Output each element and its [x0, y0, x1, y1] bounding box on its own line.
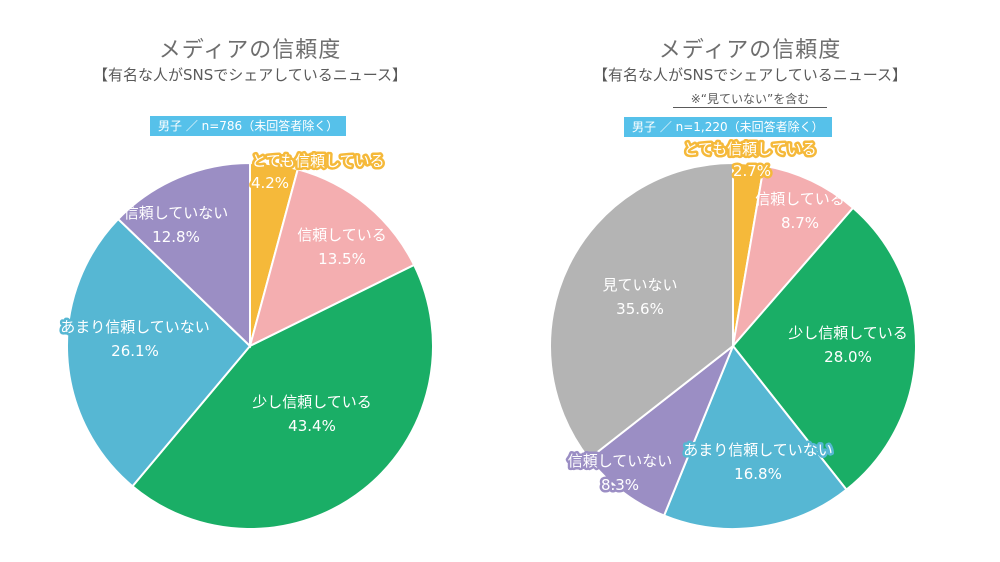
- pie-chart: とても信頼しているとても信頼している4.2%4.2%信頼している13.5%少し信…: [58, 150, 434, 530]
- slice-value: 28.0%: [824, 348, 872, 366]
- slice-value-outline: 2.7%: [733, 162, 771, 180]
- slice-label: 少し信頼している: [788, 324, 908, 342]
- slice-label-outline: とても信頼している: [683, 140, 816, 158]
- slice-label: 少し信頼している: [252, 393, 372, 411]
- slice-value: 8.3%: [601, 476, 639, 494]
- slice-label: とても信頼している: [683, 140, 816, 158]
- chart-note-text: ※“見ていない”を含む: [672, 92, 828, 108]
- slice-label: 信頼していない: [568, 452, 673, 470]
- pie-slice-5: [549, 161, 734, 461]
- slice-value: 8.7%: [781, 214, 819, 232]
- slice-label-outline: とても信頼している: [251, 152, 384, 170]
- slice-label: あまり信頼していない: [683, 441, 833, 459]
- pie-labels: とても信頼しているとても信頼している2.7%2.7%信頼している8.7%少し信頼…: [565, 138, 908, 497]
- pie-slices: [549, 161, 917, 530]
- pie-labels: とても信頼しているとても信頼している4.2%4.2%信頼している13.5%少し信…: [58, 150, 387, 436]
- chart-subtitle: 【有名な人がSNSでシェアしているニュース】: [92, 66, 408, 84]
- chart-title: メディアの信頼度: [158, 38, 342, 63]
- pie-slice-2: [131, 263, 434, 530]
- slice-value: 43.4%: [288, 417, 336, 435]
- slice-value: 4.2%: [251, 174, 289, 192]
- pie-slice-1: [731, 164, 855, 350]
- slice-label: 信頼している: [297, 226, 387, 244]
- slice-label: 信頼していない: [124, 204, 229, 222]
- pie-slice-3: [66, 217, 252, 488]
- pie-slice-2: [731, 206, 917, 492]
- slice-value-outline: 8.3%: [601, 476, 639, 494]
- sample-size-badge: 男子 ／ n=786（未回答者除く）: [150, 116, 347, 136]
- slice-value: 12.8%: [152, 228, 200, 246]
- slice-label: 見ていない: [602, 276, 677, 294]
- slice-value: 13.5%: [318, 250, 366, 268]
- pie-slice-3: [662, 344, 848, 530]
- slice-label: 信頼している: [755, 190, 845, 208]
- slice-label: とても信頼している: [251, 152, 384, 170]
- slice-label-outline: あまり信頼していない: [683, 441, 833, 459]
- slice-label: あまり信頼していない: [60, 318, 210, 336]
- slice-value: 16.8%: [734, 465, 782, 483]
- pie-chart: とても信頼しているとても信頼している2.7%2.7%信頼している8.7%少し信頼…: [549, 138, 917, 530]
- pie-slice-1: [248, 168, 416, 348]
- slice-label-outline: あまり信頼していない: [60, 318, 210, 336]
- slice-value: 2.7%: [733, 162, 771, 180]
- chart-title: メディアの信頼度: [658, 38, 842, 63]
- chart-panel-right: メディアの信頼度 【有名な人がSNSでシェアしているニュース】 ※“見ていない”…: [500, 0, 1000, 562]
- slice-value: 35.6%: [616, 300, 664, 318]
- pie-slice-4: [587, 342, 736, 517]
- pie-slice-4: [116, 161, 251, 349]
- chart-subtitle: 【有名な人がSNSでシェアしているニュース】: [592, 66, 908, 84]
- slice-value: 26.1%: [111, 342, 159, 360]
- slice-value-outline: 4.2%: [251, 174, 289, 192]
- chart-panel-left: メディアの信頼度 【有名な人がSNSでシェアしているニュース】 男子 ／ n=7…: [58, 38, 434, 530]
- sample-size-badge: 男子 ／ n=1,220（未回答者除く）: [624, 117, 832, 137]
- chart-note: ※“見ていない”を含む: [500, 90, 1000, 108]
- pie-slices: [66, 161, 434, 530]
- slice-label-outline: 信頼していない: [568, 452, 673, 470]
